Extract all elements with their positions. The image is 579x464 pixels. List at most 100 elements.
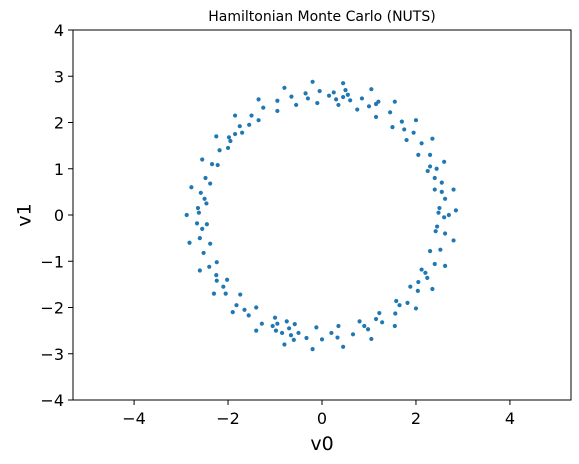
scatter-point <box>451 187 456 192</box>
scatter-point <box>451 238 456 243</box>
scatter-point <box>209 162 215 167</box>
x-axis-label: v0 <box>310 433 333 455</box>
scatter-point <box>289 94 294 99</box>
scatter-point <box>326 93 332 98</box>
scatter-point <box>275 321 280 326</box>
scatter-point <box>329 330 334 336</box>
scatter-point <box>207 264 212 269</box>
scatter-point <box>369 87 374 92</box>
scatter-point <box>208 181 213 186</box>
scatter-point <box>393 311 398 316</box>
y-tick-label: 1 <box>54 160 64 179</box>
chart-title: Hamiltonian Monte Carlo (NUTS) <box>208 9 435 25</box>
scatter-point <box>288 333 294 338</box>
scatter-point <box>405 300 410 305</box>
y-tick-label: 4 <box>54 21 64 40</box>
scatter-point <box>425 168 430 174</box>
scatter-point <box>437 205 442 211</box>
scatter-point <box>446 212 451 218</box>
scatter-point <box>287 326 292 331</box>
scatter-point <box>373 114 379 120</box>
scatter-point <box>254 305 259 310</box>
scatter-point <box>238 292 243 297</box>
x-tick-label: 2 <box>411 409 421 428</box>
scatter-point <box>232 131 238 137</box>
scatter-point <box>203 175 208 181</box>
scatter-point <box>200 157 205 162</box>
scatter-point <box>397 303 402 308</box>
x-tick-label: −2 <box>216 409 240 428</box>
scatter-point <box>282 342 287 347</box>
scatter-point <box>423 270 428 275</box>
scatter-point <box>215 162 220 168</box>
scatter-point <box>294 102 299 108</box>
scatter-point <box>225 145 231 151</box>
scatter-point <box>390 125 395 130</box>
scatter-point <box>230 310 235 315</box>
scatter-point <box>442 231 448 236</box>
scatter-point <box>439 189 444 194</box>
scatter-point <box>377 310 382 316</box>
scatter-point <box>214 260 219 265</box>
scatter-point <box>305 96 311 101</box>
y-axis-ticks: −4 −3 −2 −1 0 1 2 3 4 <box>40 21 73 410</box>
y-axis-label: v1 <box>14 203 36 226</box>
scatter-point <box>217 148 222 153</box>
scatter-point <box>442 215 447 220</box>
scatter-point <box>256 118 261 123</box>
scatter-point <box>427 152 433 157</box>
scatter-point <box>200 226 205 231</box>
scatter-point <box>453 208 458 213</box>
y-tick-label: 2 <box>54 114 64 133</box>
scatter-point <box>208 241 213 246</box>
scatter-point <box>343 88 348 93</box>
scatter-point <box>292 322 297 327</box>
scatter-point <box>261 105 266 110</box>
scatter-point <box>355 107 360 112</box>
scatter-point <box>345 92 350 97</box>
scatter-point <box>425 275 430 280</box>
scatter-point <box>335 335 340 340</box>
scatter-point <box>259 321 264 326</box>
scatter-point <box>187 240 192 245</box>
scatter-point <box>336 102 341 108</box>
scatter-point <box>341 344 346 349</box>
scatter-point <box>240 130 245 135</box>
y-tick-label: −3 <box>40 345 64 364</box>
scatter-point <box>247 122 252 127</box>
scatter-point <box>333 97 339 102</box>
scatter-point <box>350 332 356 337</box>
scatter-point <box>442 263 448 268</box>
scatter-point <box>310 79 315 84</box>
scatter-point <box>419 267 424 272</box>
scatter-point <box>434 166 439 171</box>
scatter-point <box>202 196 207 201</box>
scatter-point <box>319 337 325 342</box>
scatter-point <box>198 190 203 195</box>
scatter-point <box>228 138 233 144</box>
plot-frame <box>72 29 572 401</box>
scatter-point <box>201 250 206 256</box>
y-tick-label: 3 <box>54 67 64 86</box>
scatter-point <box>432 187 437 192</box>
scatter-point <box>399 119 404 124</box>
scatter-point <box>189 185 194 190</box>
scatter-point <box>438 247 443 252</box>
scatter-point <box>419 141 424 146</box>
scatter-point <box>432 261 437 267</box>
scatter-point <box>373 316 379 322</box>
scatter-point <box>408 284 413 289</box>
scatter-point <box>369 336 374 342</box>
scatter-point <box>376 99 381 104</box>
scatter-point <box>291 337 296 342</box>
scatter-point <box>442 159 447 164</box>
scatter-point <box>362 323 367 329</box>
scatter-point <box>359 96 365 101</box>
scatter-point <box>315 100 320 106</box>
scatter-point <box>221 284 226 289</box>
scatter-point <box>246 313 251 318</box>
scatter-point <box>242 307 247 312</box>
scatter-point <box>275 98 280 103</box>
scatter-point <box>273 328 279 333</box>
